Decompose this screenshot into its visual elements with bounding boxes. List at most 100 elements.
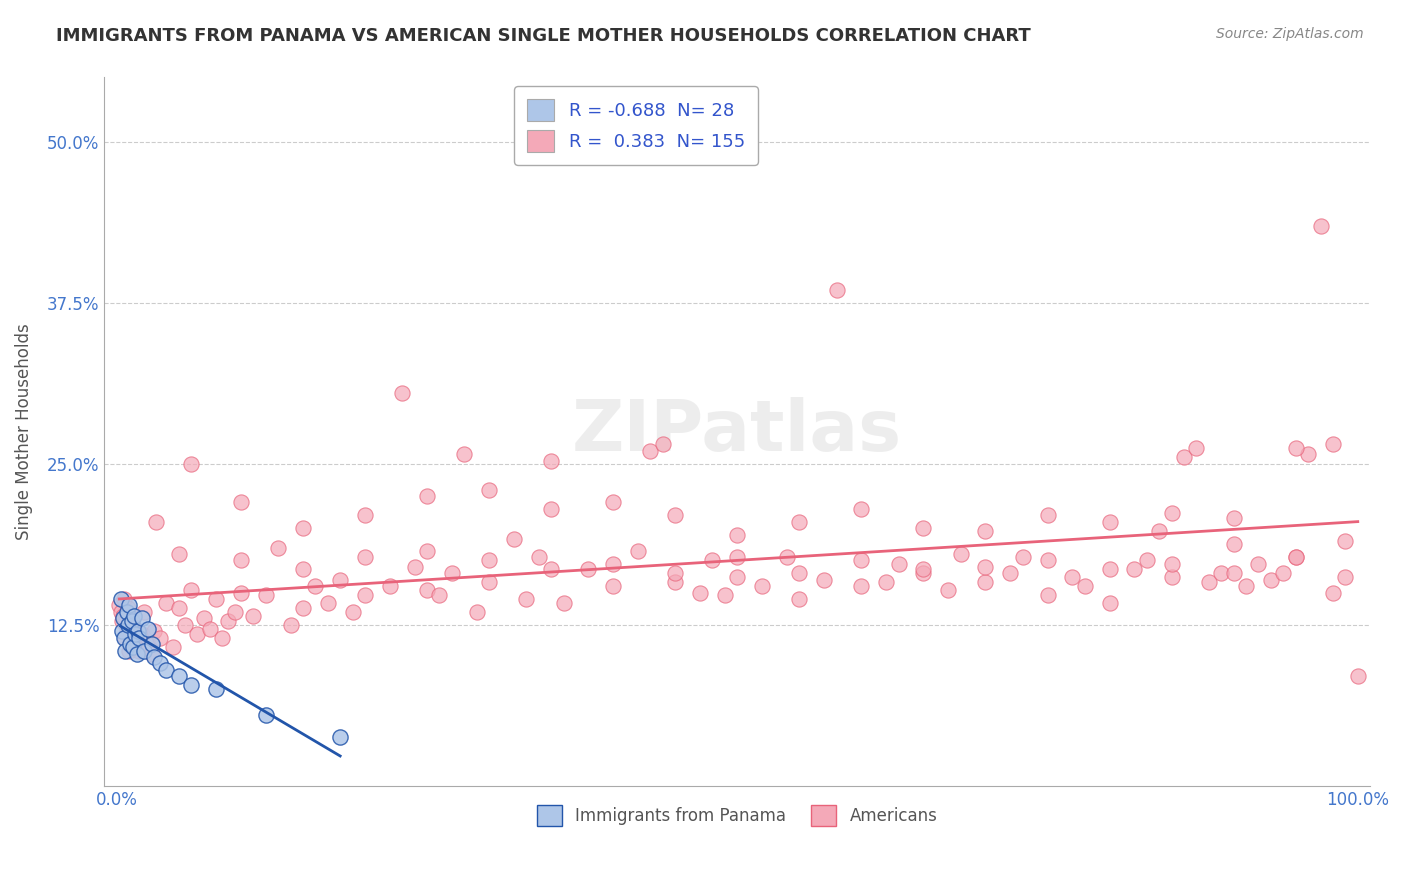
Point [128, 631, 150, 645]
Point [478, 575, 501, 590]
Point [429, 588, 451, 602]
Point [120, 627, 142, 641]
Point [602, 558, 624, 572]
Point [1198, 575, 1220, 590]
Text: ZIPatlas: ZIPatlas [572, 397, 903, 467]
Point [974, 524, 997, 538]
Point [141, 637, 163, 651]
Point [1160, 558, 1182, 572]
Point [316, 596, 339, 610]
Point [280, 617, 302, 632]
Point [1160, 506, 1182, 520]
Point [1211, 566, 1233, 581]
Point [304, 579, 326, 593]
Point [813, 573, 835, 587]
Point [1062, 570, 1084, 584]
Point [651, 437, 673, 451]
Point [110, 605, 132, 619]
Point [120, 637, 142, 651]
Point [553, 596, 575, 610]
Point [1074, 579, 1097, 593]
Point [1185, 442, 1208, 456]
Point [702, 553, 724, 567]
Point [128, 643, 150, 657]
Point [887, 558, 910, 572]
Point [1160, 570, 1182, 584]
Point [110, 592, 132, 607]
Point [186, 627, 208, 641]
Point [404, 559, 426, 574]
Point [725, 570, 748, 584]
Point [1285, 442, 1308, 456]
Point [1222, 566, 1244, 581]
Point [112, 631, 135, 645]
Point [416, 489, 439, 503]
Point [114, 643, 136, 657]
Point [1123, 562, 1146, 576]
Point [118, 599, 141, 613]
Point [1000, 566, 1022, 581]
Point [1173, 450, 1195, 465]
Point [112, 592, 135, 607]
Point [155, 596, 177, 610]
Point [789, 592, 811, 607]
Point [602, 579, 624, 593]
Point [117, 617, 139, 632]
Point [936, 582, 959, 597]
Point [503, 532, 526, 546]
Point [725, 527, 748, 541]
Point [751, 579, 773, 593]
Point [111, 611, 134, 625]
Point [776, 549, 799, 564]
Point [1285, 549, 1308, 564]
Point [527, 549, 550, 564]
Point [125, 648, 148, 662]
Point [224, 605, 246, 619]
Point [121, 614, 143, 628]
Point [1334, 570, 1357, 584]
Point [121, 617, 143, 632]
Point [143, 624, 166, 639]
Point [180, 582, 202, 597]
Point [391, 386, 413, 401]
Point [540, 454, 562, 468]
Point [974, 575, 997, 590]
Point [267, 541, 290, 555]
Point [143, 650, 166, 665]
Point [1247, 558, 1270, 572]
Point [124, 622, 146, 636]
Point [174, 617, 197, 632]
Point [664, 508, 686, 523]
Point [198, 622, 221, 636]
Point [329, 573, 352, 587]
Point [912, 521, 935, 535]
Point [1011, 549, 1033, 564]
Point [122, 640, 145, 654]
Point [1309, 219, 1331, 233]
Point [141, 648, 163, 662]
Point [193, 611, 215, 625]
Point [229, 495, 252, 509]
Point [125, 634, 148, 648]
Point [725, 549, 748, 564]
Point [167, 547, 190, 561]
Point [111, 624, 134, 639]
Point [1234, 579, 1257, 593]
Point [714, 588, 737, 602]
Point [1036, 553, 1059, 567]
Point [851, 502, 873, 516]
Point [117, 601, 139, 615]
Point [291, 521, 314, 535]
Point [167, 669, 190, 683]
Point [180, 678, 202, 692]
Point [149, 631, 172, 645]
Point [111, 608, 134, 623]
Point [354, 549, 377, 564]
Point [354, 508, 377, 523]
Point [205, 682, 228, 697]
Point [167, 601, 190, 615]
Point [229, 553, 252, 567]
Point [875, 575, 897, 590]
Point [329, 730, 352, 744]
Point [145, 515, 167, 529]
